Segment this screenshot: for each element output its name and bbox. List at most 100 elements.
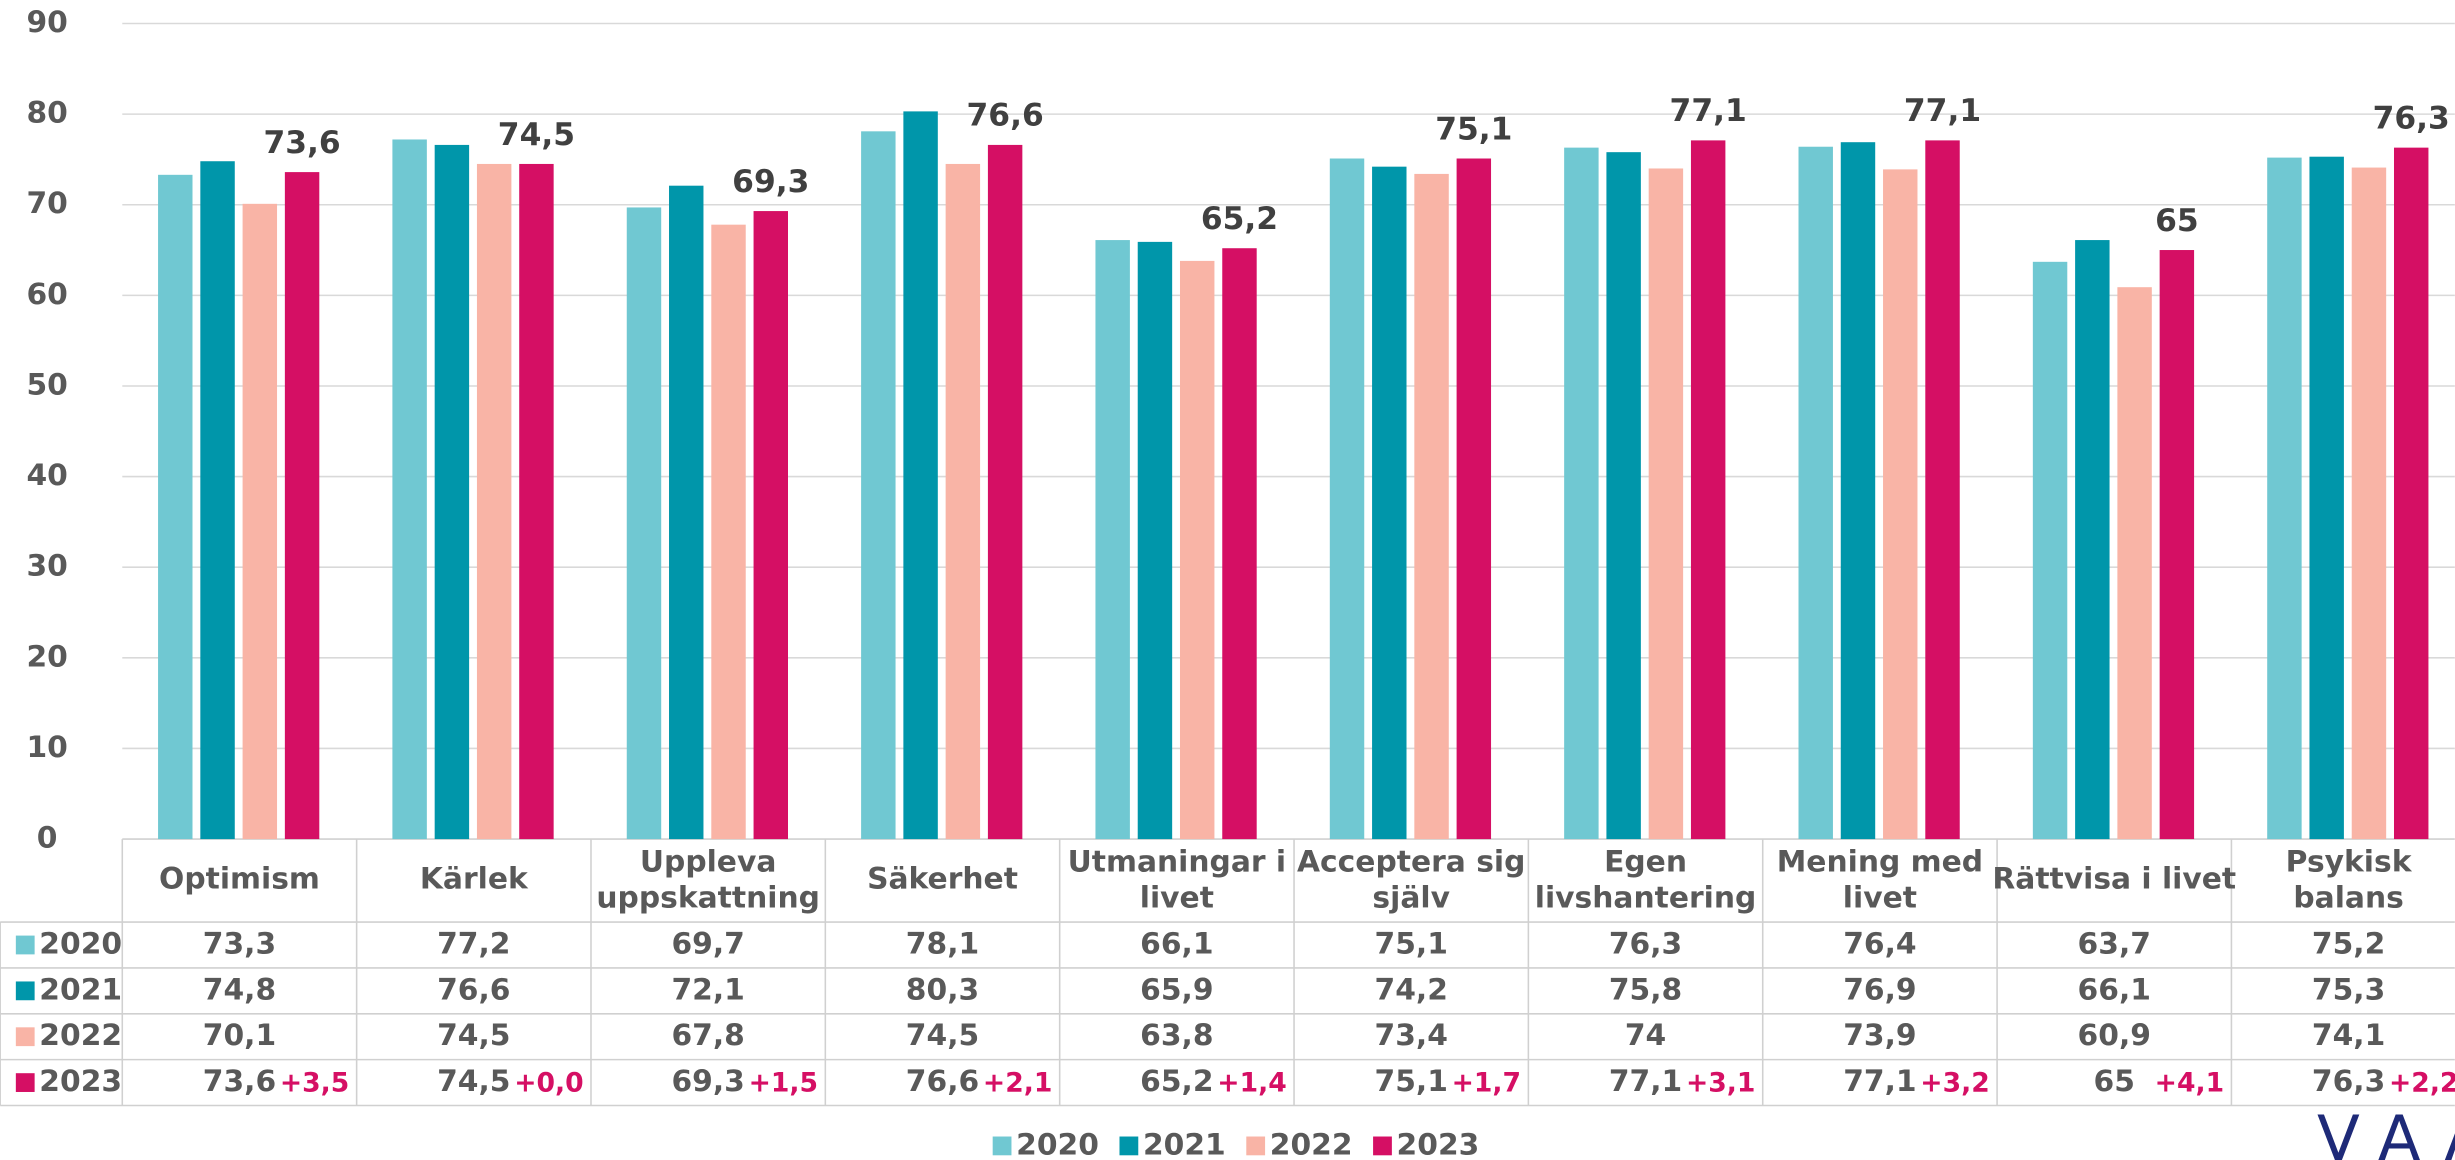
bar (1925, 140, 1960, 840)
y-tick-label: 60 (26, 277, 67, 312)
change-label: +2,1 (983, 1068, 1052, 1099)
bar (1564, 147, 1599, 840)
bar (1840, 142, 1876, 840)
bar (1798, 146, 1833, 840)
table-value: 74,5 (906, 1018, 979, 1053)
table-value: 76,9 (1843, 972, 1916, 1007)
data-label: 76,6 (967, 98, 1044, 134)
table-value: 67,8 (671, 1018, 744, 1053)
data-label: 75,1 (1435, 111, 1512, 147)
data-label: 74,5 (498, 117, 575, 153)
row-label: 2023 (39, 1064, 122, 1099)
table-value: 74,8 (203, 972, 276, 1007)
table-value: 77,1 (1609, 1064, 1682, 1099)
table-value: 74,2 (1375, 972, 1448, 1007)
legend-swatch (15, 981, 35, 1001)
bar (434, 144, 470, 840)
table-value: 76,6 (906, 1064, 979, 1099)
bar (242, 203, 278, 840)
change-label: +0,0 (514, 1068, 583, 1099)
table-value: 63,7 (2078, 926, 2151, 961)
bar (2267, 157, 2302, 840)
data-label: 69,3 (732, 164, 809, 200)
table-value: 73,4 (1375, 1018, 1448, 1053)
legend-label: 2023 (1397, 1127, 1480, 1160)
table-value: 66,1 (1140, 926, 1213, 961)
bar (1137, 241, 1173, 840)
bar (861, 131, 896, 840)
table-value: 76,3 (2312, 1064, 2385, 1099)
category-label: Mening med livet (1777, 844, 1983, 915)
y-tick-label: 10 (26, 730, 67, 765)
table-value: 63,8 (1140, 1018, 1213, 1053)
change-label: +3,2 (1920, 1068, 1989, 1099)
data-label: 73,6 (263, 125, 340, 161)
bar (2393, 147, 2429, 840)
bar (669, 185, 704, 840)
data-label: 65 (2155, 203, 2199, 239)
category-label: Rättvisa i livet (1992, 861, 2236, 896)
legend-swatch (1119, 1136, 1139, 1156)
legend-label: 2021 (1143, 1127, 1226, 1160)
table-value: 69,7 (671, 926, 744, 961)
table-value: 65,2 (1140, 1064, 1213, 1099)
category-label: Psykisk balans (2286, 844, 2413, 915)
change-label: +3,1 (1686, 1068, 1755, 1099)
table-value: 74,5 (437, 1018, 510, 1053)
bar (476, 163, 512, 840)
category-label: Uppleva uppskattning (596, 844, 820, 915)
bar (1883, 169, 1918, 840)
y-tick-label: 0 (37, 821, 58, 856)
category-label: Egen livshantering (1535, 844, 1757, 915)
bar (1690, 140, 1726, 840)
bar (903, 111, 938, 840)
table-value: 65 (2094, 1064, 2135, 1099)
change-label: +3,5 (280, 1068, 349, 1099)
legend-label: 2020 (1016, 1127, 1099, 1160)
bar (626, 207, 662, 840)
bar (1222, 248, 1257, 840)
y-tick-label: 40 (26, 458, 67, 493)
data-label: 77,1 (1904, 93, 1981, 129)
table-value: 74 (1625, 1018, 1666, 1053)
y-tick-label: 90 (26, 5, 67, 40)
legend-swatch (15, 1027, 35, 1047)
y-tick-label: 70 (26, 186, 67, 221)
legend-label: 2022 (1270, 1127, 1353, 1160)
change-label: +1,7 (1452, 1068, 1521, 1099)
table-value: 72,1 (671, 972, 744, 1007)
category-label: Acceptera sig själv (1297, 844, 1525, 915)
row-label: 2022 (39, 1018, 122, 1053)
bar (1648, 168, 1684, 840)
bar (945, 163, 981, 840)
change-label: +4,1 (2155, 1068, 2224, 1099)
bar (987, 144, 1023, 840)
bar (753, 211, 788, 840)
bar (158, 174, 193, 840)
bar (1456, 158, 1492, 840)
data-label: 77,1 (1670, 93, 1747, 129)
bar (1179, 260, 1215, 840)
table-value: 73,3 (203, 926, 276, 961)
bar (1095, 240, 1130, 840)
bar (1329, 158, 1365, 840)
legend-swatch (15, 935, 35, 955)
table-value: 74,1 (2312, 1018, 2385, 1053)
table-value: 73,9 (1843, 1018, 1916, 1053)
category-label: Utmaningar i livet (1068, 844, 1287, 915)
table-value: 73,6 (203, 1064, 276, 1099)
row-label: 2020 (39, 926, 122, 961)
category-label: Säkerhet (867, 861, 1018, 896)
bar (284, 172, 320, 840)
bar (392, 139, 427, 840)
table-value: 77,1 (1843, 1064, 1916, 1099)
change-label: +1,4 (1217, 1068, 1286, 1099)
change-label: +2,2 (2389, 1068, 2455, 1099)
legend-swatch (1246, 1136, 1266, 1156)
bar (2075, 240, 2110, 840)
bar (2117, 287, 2152, 840)
table-value: 66,1 (2078, 972, 2151, 1007)
legend-swatch (992, 1136, 1012, 1156)
table-value: 75,2 (2312, 926, 2385, 961)
